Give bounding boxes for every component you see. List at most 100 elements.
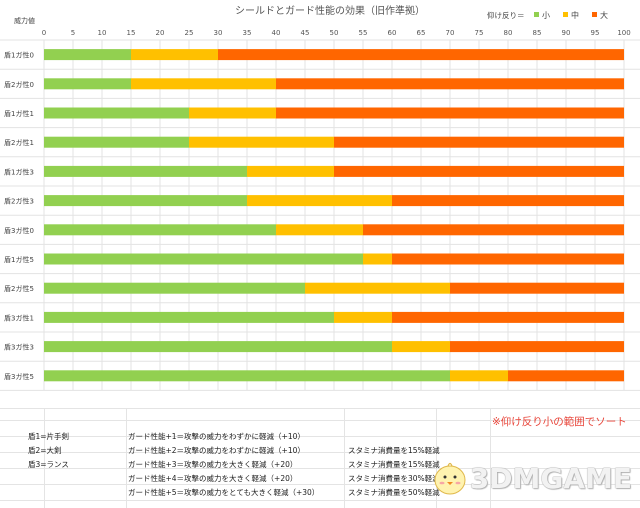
x-tick-label: 10 (98, 29, 107, 37)
x-tick-label: 90 (562, 29, 571, 37)
x-tick-label: 15 (127, 29, 136, 37)
bar-segment-medium (276, 224, 363, 236)
bar-segment-small (44, 195, 247, 207)
bar-segment-small (44, 107, 189, 119)
guard-note: ガード性能+5＝攻撃の威力をとても大きく軽減（+30） (128, 488, 320, 497)
chart-bars (44, 49, 624, 382)
category-label: 盾1ガ性3 (4, 167, 34, 176)
category-label: 盾2ガ性1 (4, 138, 34, 147)
bar-segment-medium (392, 341, 450, 353)
category-label: 盾3ガ性5 (4, 372, 34, 381)
category-label: 盾3ガ性1 (4, 313, 34, 322)
bar-segment-medium (131, 78, 276, 90)
shield-note: 盾3=ランス (28, 460, 69, 469)
x-tick-label: 50 (330, 29, 339, 37)
legend-title: 仰け反り＝ (487, 10, 525, 20)
category-label: 盾1ガ性1 (4, 109, 34, 118)
legend-swatch (534, 12, 539, 17)
shield-note: 盾2=大剣 (28, 446, 62, 455)
x-tick-label: 20 (156, 29, 165, 37)
bar-segment-large (450, 341, 624, 353)
bar-segment-small (44, 341, 392, 353)
bar-segment-large (450, 282, 624, 294)
category-labels: 盾1ガ性0 盾2ガ性0 盾1ガ性1 盾2ガ性1 盾1ガ性3 盾2ガ性3 盾3ガ性0 盾1ガ性5… (4, 51, 34, 381)
bar-segment-medium (305, 282, 450, 294)
chart-title: シールドとガード性能の効果（旧作準拠） (235, 4, 425, 17)
bar-segment-small (44, 136, 189, 148)
x-tick-label: 45 (301, 29, 310, 37)
bar-segment-large (392, 311, 624, 323)
bar-segment-medium (334, 311, 392, 323)
bar-segment-medium (247, 165, 334, 177)
category-label: 盾2ガ性5 (4, 284, 34, 293)
stamina-note: スタミナ消費量を15%軽減 (348, 460, 440, 469)
bar-segment-small (44, 49, 131, 61)
x-tick-label: 55 (359, 29, 368, 37)
category-label: 盾2ガ性3 (4, 197, 34, 206)
bar-segment-large (363, 224, 624, 236)
bar-segment-small (44, 253, 363, 265)
guard-note: ガード性能+1＝攻撃の威力をわずかに軽減（+10） (128, 432, 305, 441)
bar-segment-large (508, 370, 624, 382)
x-tick-label: 85 (533, 29, 542, 37)
chart-grid (0, 39, 640, 391)
legend-swatch (592, 12, 597, 17)
legend-swatch (563, 12, 568, 17)
y-axis-label: 威力値 (14, 16, 35, 25)
x-tick-label: 70 (446, 29, 455, 37)
bar-segment-small (44, 78, 131, 90)
bar-segment-medium (450, 370, 508, 382)
bar-segment-large (276, 78, 624, 90)
legend: 仰け反り＝ 小 中 大 (487, 10, 608, 20)
guard-note: ガード性能+3＝攻撃の威力を大きく軽減（+20） (128, 460, 298, 469)
x-tick-label: 100 (617, 29, 630, 37)
bar-segment-large (334, 136, 624, 148)
x-tick-label: 80 (504, 29, 513, 37)
bar-segment-small (44, 165, 247, 177)
bar-segment-medium (131, 49, 218, 61)
bar-segment-small (44, 370, 450, 382)
bar-segment-small (44, 282, 305, 294)
stamina-note: スタミナ消費量を15%軽減 (348, 446, 440, 455)
x-tick-label: 0 (42, 29, 46, 37)
stamina-note: スタミナ消費量を30%軽減 (348, 474, 440, 483)
x-tick-label: 30 (214, 29, 223, 37)
bar-segment-large (276, 107, 624, 119)
x-tick-label: 75 (475, 29, 484, 37)
legend-label: 小 (542, 11, 550, 20)
x-tick-label: 65 (417, 29, 426, 37)
mascot-chick-icon (434, 462, 466, 495)
guard-note: ガード性能+4＝攻撃の威力を大きく軽減（+20） (128, 474, 298, 483)
x-tick-label: 5 (71, 29, 75, 37)
category-label: 盾3ガ性3 (4, 343, 34, 352)
shield-note: 盾1=片手剣 (28, 432, 70, 441)
x-tick-label: 25 (185, 29, 194, 37)
bar-segment-large (218, 49, 624, 61)
stacked-bar-chart: 0 5 10 15 20 25 30 35 40 45 50 55 60 65 70 75 80 85 90 95 10… (0, 4, 640, 391)
bar-segment-large (392, 253, 624, 265)
bar-segment-medium (247, 195, 392, 207)
bar-segment-medium (189, 136, 334, 148)
x-tick-labels: 0 5 10 15 20 25 30 35 40 45 50 55 60 65 70 75 80 85 90 95 10… (42, 29, 631, 37)
guard-note: ガード性能+2＝攻撃の威力をわずかに軽減（+10） (128, 446, 305, 455)
bar-segment-large (334, 165, 624, 177)
bar-segment-large (392, 195, 624, 207)
x-tick-label: 95 (591, 29, 600, 37)
category-label: 盾3ガ性0 (4, 226, 34, 235)
category-label: 盾1ガ性5 (4, 255, 34, 264)
bar-segment-medium (363, 253, 392, 265)
x-tick-label: 60 (388, 29, 397, 37)
notes-section: 盾1=片手剣 盾2=大剣 盾3=ランス ガード性能+1＝攻撃の威力をわずかに軽減… (0, 408, 640, 508)
x-tick-label: 40 (272, 29, 281, 37)
watermark-text: 3DMGAME (469, 461, 632, 495)
bar-segment-small (44, 224, 276, 236)
bar-segment-medium (189, 107, 276, 119)
bar-segment-small (44, 311, 334, 323)
x-tick-label: 35 (243, 29, 252, 37)
sort-note: ※仰け反り小の範囲でソート (492, 416, 627, 428)
category-label: 盾1ガ性0 (4, 51, 34, 60)
stamina-note: スタミナ消費量を50%軽減 (348, 488, 440, 497)
category-label: 盾2ガ性0 (4, 80, 34, 89)
watermark: 3DMGAME (430, 458, 632, 498)
legend-label: 大 (600, 10, 608, 20)
